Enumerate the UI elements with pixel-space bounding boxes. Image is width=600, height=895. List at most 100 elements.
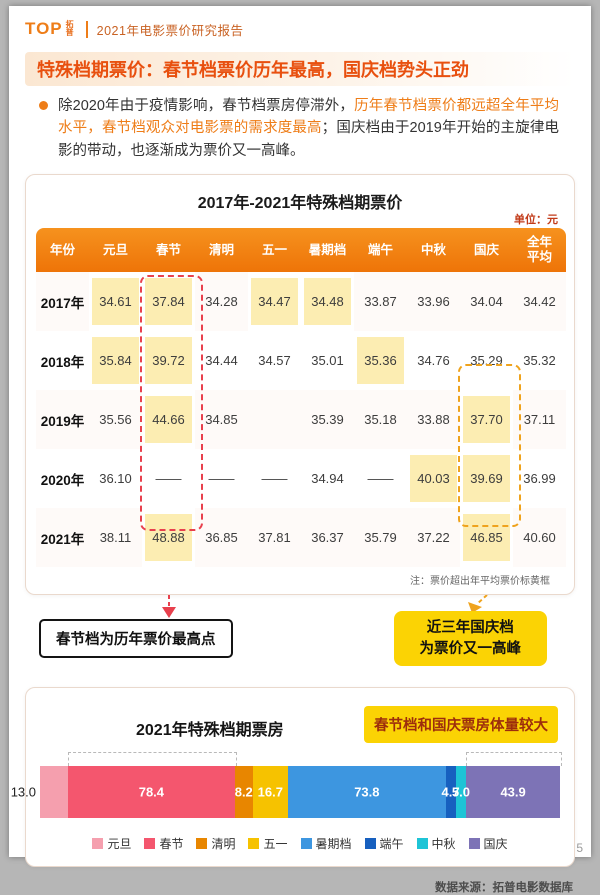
year-cell: 2019年 (36, 390, 89, 450)
price-cell: 35.32 (523, 353, 556, 369)
column-header: 年份 (36, 228, 89, 273)
price-cell: 37.70 (460, 390, 513, 449)
national-arrowhead-icon (468, 602, 482, 614)
price-cell: 34.48 (301, 272, 354, 331)
price-cell: 48.88 (142, 508, 195, 567)
price-cell: 35.01 (311, 353, 344, 369)
price-cell: 37.22 (407, 508, 460, 568)
legend-label: 国庆 (483, 837, 508, 852)
header-divider (85, 20, 88, 38)
legend-swatch (92, 838, 104, 850)
column-header: 中秋 (407, 228, 460, 273)
national-segment-bracket (466, 752, 562, 767)
price-cell: 40.03 (407, 449, 460, 508)
chart-title: 2021年特殊档期票房 (136, 722, 284, 740)
chart-legend: 元旦 春节 清明 五一 暑期档 端午 中秋 国庆 (40, 835, 560, 852)
spring-arrowhead-icon (162, 607, 176, 619)
price-table-head: 年份 元旦 春节 清明 五一 暑期档 端午 中秋 国庆 全年平均 (36, 228, 566, 273)
column-header: 清明 (195, 228, 248, 273)
data-source: 数据来源：拓普电影数据库 (435, 882, 573, 895)
price-cell: 35.18 (354, 390, 407, 450)
legend-item: 清明 (196, 835, 235, 852)
annotation-row: 春节档为历年票价最高点 近三年国庆档 为票价又一高峰 (25, 595, 575, 683)
national-arrow-line (476, 595, 488, 606)
bar-segment-国庆: 43.9 (466, 766, 560, 819)
price-table-body: 2017年 34.61 37.84 34.28 34.47 34.48 33.87 33.96… (36, 272, 566, 568)
legend-item: 暑期档 (300, 835, 352, 852)
year-cell: 2020年 (40, 472, 85, 488)
column-header: 春节 (142, 228, 195, 273)
segment-value-label: 5.0 (451, 784, 470, 800)
legend-swatch (300, 838, 312, 850)
price-cell: —— (367, 471, 394, 487)
bar-segment-暑期档: 73.8 (288, 766, 446, 819)
price-cell: 46.85 (460, 508, 513, 567)
legend-label: 五一 (263, 837, 288, 852)
price-cell: 36.10 (99, 471, 132, 487)
price-table-card: 2017年-2021年特殊档期票价 单位：元 年份 元旦 春节 清明 五一 暑期档 端午 中秋… (25, 174, 575, 596)
price-cell: 33.87 (354, 272, 407, 332)
table-row: 2019年 35.56 44.66 34.85 35.39 35.18 33.88 37.70… (36, 390, 566, 450)
section-heading: 特殊档期票价：春节档票价历年最高，国庆档势头正劲 (37, 60, 469, 80)
table-note: 注：票价超出年平均票价标黄框 (410, 576, 550, 588)
logo-cn-text: 拓普 (65, 19, 74, 37)
chart-header: 2021年特殊档期票房 春节档和国庆票房体量较大 (40, 700, 560, 748)
column-header: 国庆 (460, 228, 513, 273)
price-cell: 35.29 (470, 353, 503, 369)
legend-label: 端午 (379, 837, 404, 852)
legend-label: 中秋 (431, 837, 456, 852)
segment-value-label: 16.7 (257, 784, 283, 800)
legend-item: 中秋 (416, 835, 456, 852)
table-row: 2018年 35.84 39.72 34.44 34.57 35.01 35.36 34.76… (36, 331, 566, 390)
year-cell: 2017年 (36, 272, 89, 332)
price-cell: 34.42 (513, 272, 566, 332)
column-header: 元旦 (89, 228, 142, 273)
page-number: 5 (576, 841, 583, 855)
price-cell: 33.96 (407, 272, 460, 332)
price-cell: 36.85 (195, 508, 248, 568)
price-cell: 35.79 (354, 508, 407, 568)
legend-swatch (248, 838, 260, 850)
price-cell: 34.94 (311, 471, 344, 487)
legend-label: 暑期档 (315, 837, 352, 852)
price-cell: 38.11 (89, 508, 142, 568)
bar-segment-五一: 16.7 (252, 766, 289, 819)
year-cell: 2018年 (40, 354, 85, 370)
bar-segment-中秋: 5.0 (452, 766, 470, 819)
national-day-callout-line1: 近三年国庆档 (426, 620, 514, 637)
intro-paragraph: 除2020年由于疫情影响，春节档票房停滞外，历年春节档票价都远超全年平均水平，春… (39, 95, 559, 162)
stacked-bar: 13.0 78.4 8.2 16.7 73.8 4.7 5.0 43.9 (11, 766, 560, 819)
segment-value-label: 78.4 (138, 784, 165, 800)
price-cell: 39.72 (142, 331, 195, 390)
column-header: 暑期档 (301, 228, 354, 273)
price-cell: 37.11 (513, 390, 566, 450)
bar-segment-春节: 78.4 (67, 766, 236, 819)
logo-text: TOP (25, 19, 63, 38)
segment-value-label: 73.8 (354, 784, 380, 800)
bar-segment-端午: 4.7 (442, 766, 460, 819)
segment-value-label: 4.7 (441, 784, 460, 800)
price-cell: 37.84 (142, 272, 195, 331)
column-header: 五一 (248, 228, 301, 273)
national-day-callout: 近三年国庆档 为票价又一高峰 (393, 611, 547, 666)
legend-item: 五一 (248, 835, 288, 852)
price-cell: 40.60 (513, 508, 566, 568)
price-cell: —— (208, 471, 235, 487)
section-heading-banner: 特殊档期票价：春节档票价历年最高，国庆档势头正劲 (25, 52, 575, 86)
segment-value-label: 13.0 (10, 784, 36, 800)
price-cell (248, 390, 301, 450)
price-cell: —— (261, 471, 288, 487)
column-header: 全年平均 (513, 228, 566, 273)
price-table: 年份 元旦 春节 清明 五一 暑期档 端午 中秋 国庆 全年平均 2017年 34.61 37.84 3… (36, 228, 566, 568)
price-cell: 36.99 (523, 471, 556, 487)
boxoffice-chart-card: 2021年特殊档期票房 春节档和国庆票房体量较大 13.0 78.4 8.2 16.7… (11, 687, 575, 868)
segment-value-label: 8.2 (234, 784, 253, 800)
intro-plain-text: ；国庆档由于2019年开始的主旋律电影的带动，也逐渐成为票价又一高峰。 (58, 120, 559, 159)
price-cell: 34.28 (195, 272, 248, 332)
legend-swatch (468, 838, 480, 850)
chart-callout: 春节档和国庆票房体量较大 (364, 706, 558, 744)
price-cell: 34.57 (258, 353, 291, 369)
legend-label: 元旦 (107, 837, 132, 852)
spring-segment-bracket (67, 752, 238, 767)
table-row: 2021年 38.11 48.88 36.85 37.81 36.37 35.79 37.22… (36, 508, 566, 568)
